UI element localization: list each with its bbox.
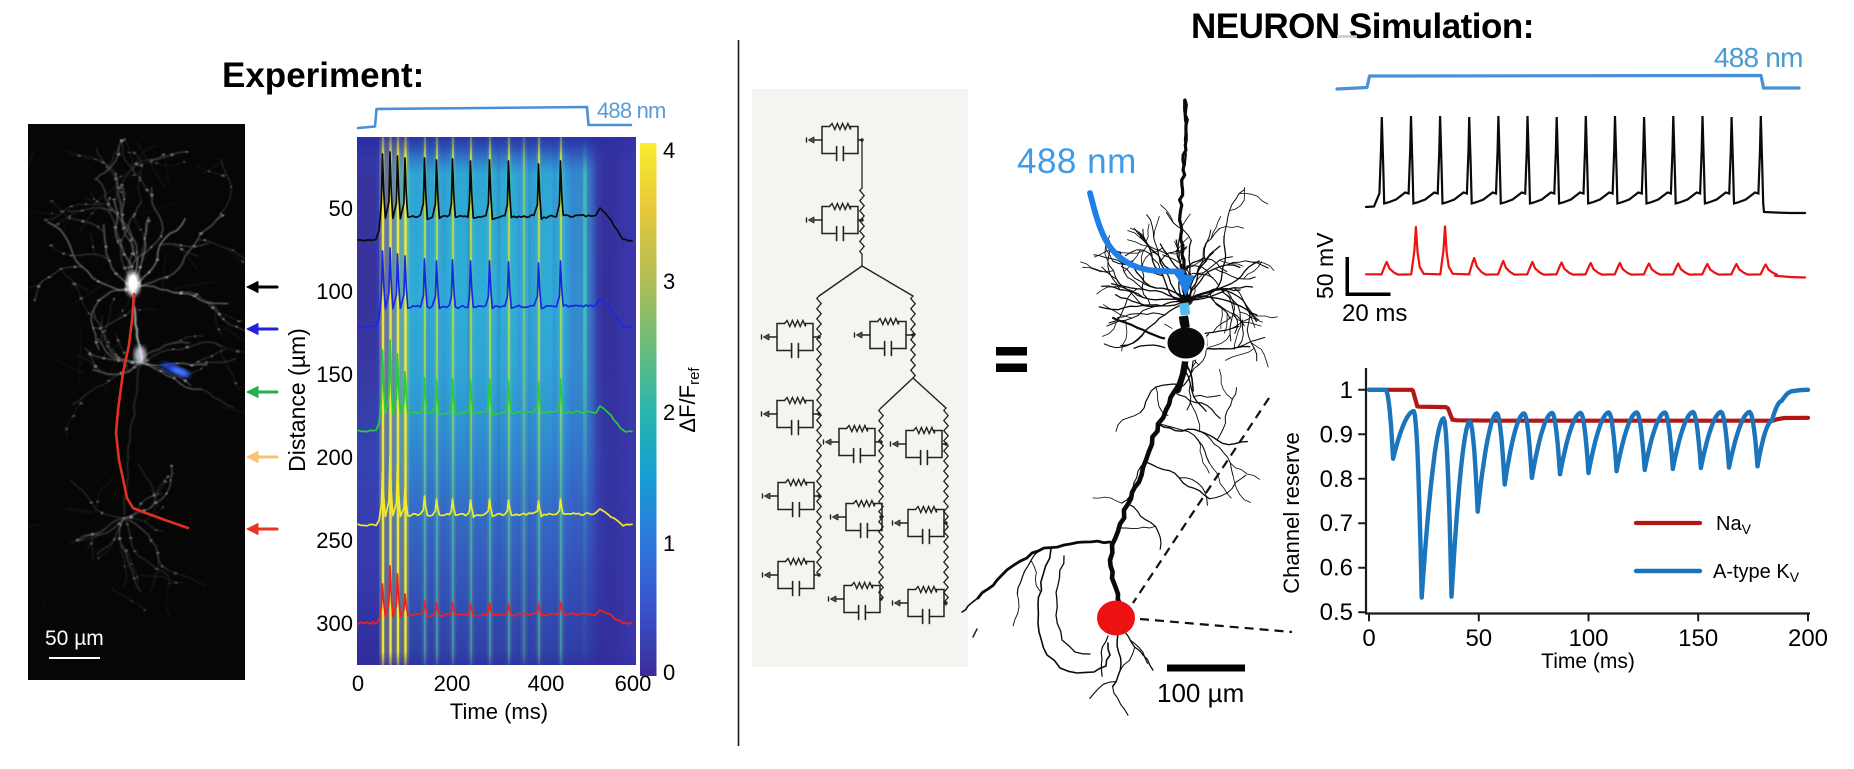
- svg-text:100: 100: [316, 279, 353, 304]
- svg-text:200: 200: [434, 671, 471, 696]
- svg-text:250: 250: [316, 528, 353, 553]
- svg-text:50: 50: [329, 196, 353, 221]
- svg-text:300: 300: [316, 611, 353, 636]
- svg-text:0.5: 0.5: [1320, 599, 1353, 626]
- svg-text:20 ms: 20 ms: [1342, 300, 1407, 327]
- svg-text:200: 200: [1788, 625, 1828, 652]
- svg-text:50 mV: 50 mV: [1312, 232, 1338, 299]
- svg-text:1: 1: [1340, 377, 1353, 404]
- svg-text:Channel reserve: Channel reserve: [1279, 432, 1304, 593]
- svg-text:Time (ms): Time (ms): [1541, 650, 1635, 673]
- svg-text:100: 100: [1568, 625, 1608, 652]
- svg-text:0: 0: [663, 660, 675, 685]
- svg-text:50 µm: 50 µm: [45, 627, 104, 650]
- svg-text:2: 2: [663, 400, 675, 425]
- svg-text:NEURON Simulation:: NEURON Simulation:: [1191, 7, 1534, 46]
- svg-text:200: 200: [316, 445, 353, 470]
- svg-text:150: 150: [1678, 625, 1718, 652]
- svg-text:50: 50: [1465, 625, 1492, 652]
- svg-text:0.8: 0.8: [1320, 466, 1353, 493]
- svg-text:0: 0: [1362, 625, 1375, 652]
- svg-text:Distance (µm): Distance (µm): [284, 328, 310, 472]
- svg-text:0.6: 0.6: [1320, 555, 1353, 582]
- svg-text:Time (ms): Time (ms): [450, 699, 548, 724]
- svg-text:3: 3: [663, 269, 675, 294]
- svg-text:4: 4: [663, 138, 675, 163]
- svg-text:Experiment:: Experiment:: [222, 56, 424, 95]
- svg-text:0.7: 0.7: [1320, 510, 1353, 537]
- svg-text:488 nm: 488 nm: [1017, 142, 1137, 181]
- svg-text:1: 1: [663, 531, 675, 556]
- svg-text:150: 150: [316, 362, 353, 387]
- svg-text:0: 0: [352, 671, 364, 696]
- svg-text:A-type KV: A-type KV: [1713, 561, 1800, 585]
- svg-text:0.9: 0.9: [1320, 421, 1353, 448]
- svg-text:NaV: NaV: [1716, 513, 1752, 537]
- svg-text:488 nm: 488 nm: [1714, 42, 1803, 73]
- svg-text:488 nm: 488 nm: [597, 98, 666, 123]
- svg-text:100 µm: 100 µm: [1157, 678, 1244, 708]
- svg-text:400: 400: [528, 671, 565, 696]
- svg-text:ΔF/Fref: ΔF/Fref: [675, 367, 703, 433]
